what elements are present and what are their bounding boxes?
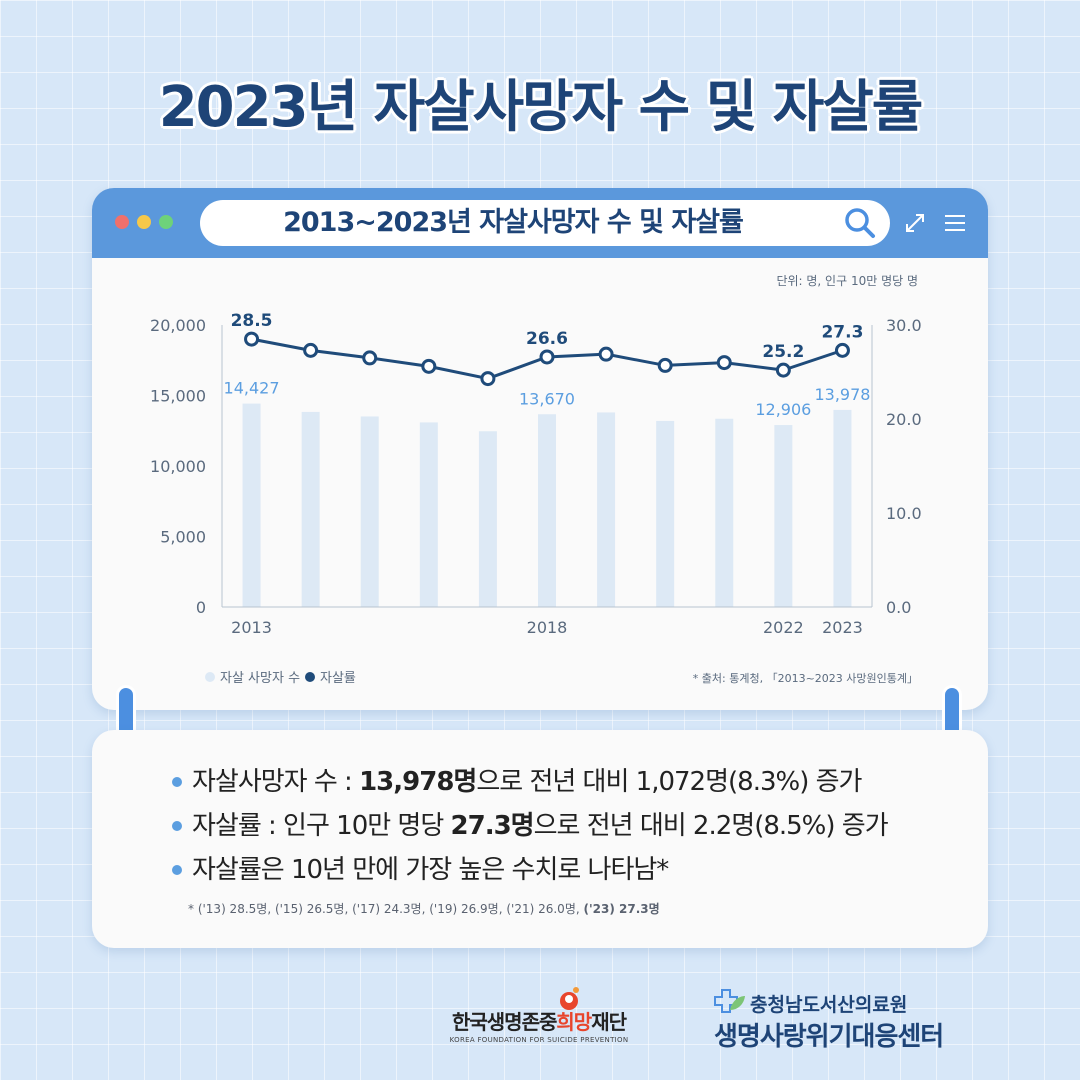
window-minimize-dot[interactable] [137, 215, 151, 229]
bar [538, 414, 556, 607]
chart-title-pill: 2013~2023년 자살사망자 수 및 자살률 [200, 200, 890, 246]
rate-point [539, 349, 555, 365]
menu-icon[interactable] [944, 213, 966, 233]
left-axis-tick-label: 15,000 [150, 387, 206, 406]
rate-data-label: 26.6 [526, 329, 568, 349]
bar [833, 409, 852, 607]
rate-point [716, 355, 732, 371]
rate-data-label: 27.3 [821, 322, 863, 342]
search-icon[interactable] [842, 205, 878, 241]
bar-data-label: 13,978 [814, 385, 870, 404]
source-note: * 출처: 통계청, 「2013~2023 사망원인통계」 [693, 672, 918, 685]
right-axis-tick-label: 20.0 [886, 410, 922, 429]
unit-note: 단위: 명, 인구 10만 명당 명 [776, 274, 918, 288]
x-axis-tick-label: 2023 [822, 618, 863, 637]
summary-item-rate: 자살률 : 인구 10만 명당 27.3명으로 전년 대비 2.2명(8.5%)… [172, 804, 889, 848]
rate-point [598, 346, 614, 362]
right-axis-tick-label: 0.0 [886, 598, 911, 617]
rate-point [657, 357, 673, 373]
window-maximize-dot[interactable] [159, 215, 173, 229]
legend-bar-swatch [205, 672, 215, 682]
foundation-english-name: KOREA FOUNDATION FOR SUICIDE PREVENTION [449, 1036, 629, 1044]
window-close-dot[interactable] [115, 215, 129, 229]
window-title-bar: 2013~2023년 자살사망자 수 및 자살률 [92, 188, 988, 258]
summary-footnote: * ('13) 28.5명, ('15) 26.5명, ('17) 24.3명,… [188, 902, 660, 916]
bar [301, 411, 320, 607]
rate-data-label: 28.5 [231, 311, 273, 331]
hospital-name: 충청남도서산의료원 [750, 994, 908, 1016]
rate-point [303, 342, 319, 358]
crisis-center-name: 생명사랑위기대응센터 [714, 1022, 944, 1052]
legend-line-swatch [305, 672, 315, 682]
foundation-heart-icon [560, 987, 579, 1010]
foundation-logo: 한국생명존중희망재단 KOREA FOUNDATION FOR SUICIDE … [444, 986, 634, 1050]
summary-item-highest: 자살률은 10년 만에 가장 높은 수치로 나타남* [172, 848, 888, 892]
x-axis-tick-label: 2013 [231, 618, 272, 637]
expand-icon[interactable] [904, 212, 926, 234]
left-axis-tick-label: 20,000 [150, 316, 206, 335]
legend-bar-label: 자살 사망자 수 [220, 671, 300, 686]
bar [597, 412, 616, 607]
bar [478, 431, 497, 607]
x-axis-tick-label: 2018 [527, 618, 568, 637]
combo-chart: 단위: 명, 인구 10만 명당 명 0 5,000 10,000 15,000 20,… [150, 274, 922, 686]
summary-list: 자살사망자 수 : 13,978명으로 전년 대비 1,072명(8.3%) 증… [172, 760, 889, 892]
bar [774, 425, 793, 607]
right-axis-tick-label: 10.0 [886, 504, 922, 523]
rate-point [775, 362, 791, 378]
right-axis-tick-label: 30.0 [886, 316, 922, 335]
left-axis-tick-label: 0 [196, 598, 206, 617]
rate-point [834, 342, 850, 358]
rate-point [244, 331, 260, 347]
bar [360, 416, 379, 607]
bar [656, 420, 675, 607]
rate-data-label: 25.2 [762, 342, 804, 362]
medical-cross-icon [714, 989, 745, 1013]
bar [242, 403, 261, 607]
bar [715, 418, 734, 607]
rate-point [362, 350, 378, 366]
x-axis-tick-label: 2022 [763, 618, 804, 637]
main-title: 2023년 자살사망자 수 및 자살률 [158, 75, 924, 140]
foundation-name: 한국생명존중희망재단 [451, 1010, 627, 1034]
crisis-center-logo: 충청남도서산의료원 생명사랑위기대응센터 [710, 986, 990, 1052]
rate-point [421, 358, 437, 374]
rate-point [480, 371, 496, 387]
legend-line-label: 자살률 [320, 671, 356, 686]
left-axis-tick-label: 5,000 [160, 528, 206, 547]
chart-window: 2013~2023년 자살사망자 수 및 자살률 단위: 명, 인구 10만 명… [92, 188, 988, 710]
bar [419, 422, 438, 607]
bar-data-label: 13,670 [519, 389, 575, 408]
summary-item-deaths: 자살사망자 수 : 13,978명으로 전년 대비 1,072명(8.3%) 증… [172, 760, 888, 804]
chart-title: 2013~2023년 자살사망자 수 및 자살률 [283, 207, 744, 238]
bar-data-label: 14,427 [224, 379, 280, 398]
left-axis-tick-label: 10,000 [150, 457, 206, 476]
summary-card: 자살사망자 수 : 13,978명으로 전년 대비 1,072명(8.3%) 증… [92, 730, 988, 948]
bar-data-label: 12,906 [755, 400, 811, 419]
